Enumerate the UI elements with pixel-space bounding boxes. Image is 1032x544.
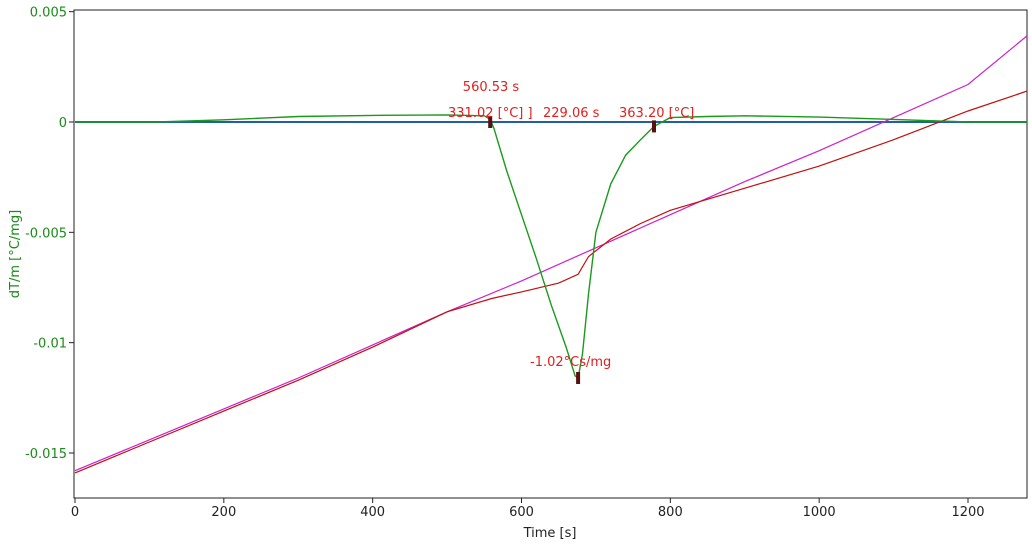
series-line-dtm	[75, 114, 1027, 380]
plot-area	[74, 35, 1028, 474]
y-axis-label: dT/m [°C/mg]	[8, 210, 23, 298]
y-tick-label: -0.005	[25, 226, 67, 241]
annotation-duration: 229.06 s	[543, 106, 600, 121]
annotation-onset-time: 560.53 s	[463, 80, 520, 95]
x-tick-label: 1000	[803, 505, 836, 520]
peak-markers	[488, 116, 656, 384]
peak-marker-3	[652, 120, 656, 133]
annotation-end-temp: 363.20 [°C]	[619, 106, 694, 121]
annotation-onset-temp: 331.02 [°C] ]	[448, 106, 533, 121]
x-tick-label: 0	[71, 505, 79, 520]
series-line-sample-temp	[74, 90, 1028, 474]
x-tick-label: 400	[360, 505, 385, 520]
y-tick-label: 0	[59, 116, 67, 131]
y-tick-label: -0.015	[25, 447, 67, 462]
x-tick-label: 200	[211, 505, 236, 520]
series-line-reference-temp	[74, 35, 1028, 472]
y-axis: 0.005 0 -0.005 -0.01 -0.015	[25, 6, 74, 462]
x-tick-label: 1200	[951, 505, 984, 520]
x-tick-label: 600	[509, 505, 534, 520]
x-axis: 0 200 400 600 800 1000 1200	[71, 498, 985, 520]
annotation-peak-value: -1.02°Cs/mg	[530, 355, 611, 370]
plot-frame	[73, 9, 1028, 499]
y-tick-label: 0.005	[30, 6, 67, 21]
x-axis-label: Time [s]	[523, 526, 577, 541]
y-tick-label: -0.01	[33, 337, 67, 352]
peak-marker-1	[488, 116, 493, 128]
peak-marker-2	[576, 372, 581, 384]
x-tick-label: 800	[658, 505, 683, 520]
